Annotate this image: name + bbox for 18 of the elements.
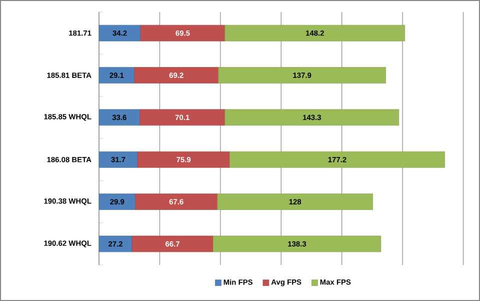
bar xyxy=(224,109,400,126)
bar xyxy=(217,194,373,210)
bar xyxy=(98,24,141,42)
bar xyxy=(230,151,445,168)
bar xyxy=(132,236,214,252)
bar xyxy=(224,24,406,42)
bar xyxy=(140,24,226,42)
bar xyxy=(212,236,382,252)
bar xyxy=(98,236,132,252)
bar xyxy=(98,67,134,84)
bar xyxy=(98,194,136,210)
bar xyxy=(140,109,226,126)
bar xyxy=(135,194,218,210)
bar xyxy=(98,109,140,126)
bar xyxy=(134,67,219,84)
bar xyxy=(218,67,386,84)
bar xyxy=(98,151,138,168)
bar xyxy=(137,151,230,168)
